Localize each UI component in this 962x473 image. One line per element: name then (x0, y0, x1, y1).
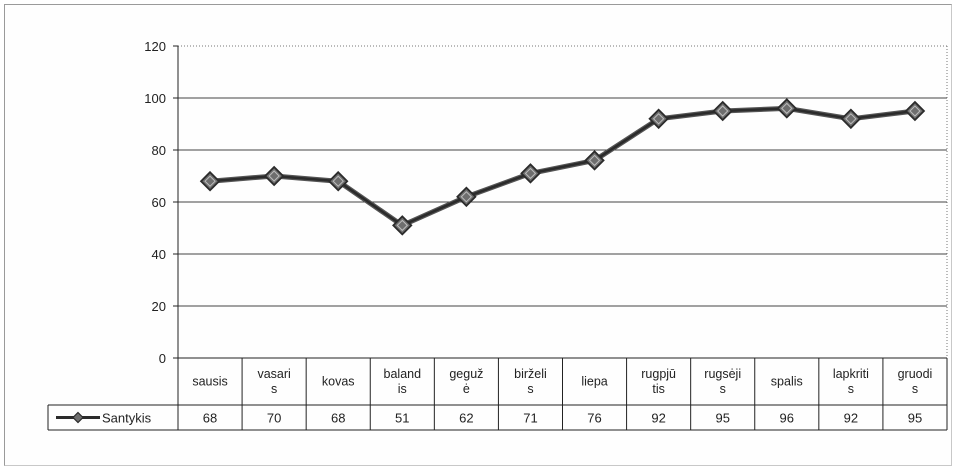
category-label: rugsėji (704, 367, 741, 381)
data-table-value: 51 (395, 411, 409, 426)
y-tick-label: 100 (144, 91, 166, 106)
data-point-marker-inner (717, 105, 729, 117)
category-label: spalis (771, 375, 803, 389)
data-point-marker (263, 165, 285, 187)
category-label: birželi (514, 367, 547, 381)
y-tick-label: 20 (152, 299, 166, 314)
data-table-value: 71 (523, 411, 537, 426)
data-point-marker-inner (652, 113, 665, 125)
data-table-value: 68 (203, 411, 217, 426)
data-point-marker-inner (268, 170, 280, 182)
series-line (209, 107, 916, 227)
y-tick-label: 60 (152, 195, 166, 210)
data-point-marker (584, 150, 605, 171)
category-label: ė (463, 382, 470, 396)
chart-frame (4, 4, 952, 466)
data-point-marker (520, 163, 541, 184)
data-point-marker (840, 108, 862, 130)
data-point-marker-inner (588, 154, 601, 167)
data-point-marker-inner (524, 167, 537, 180)
category-label: sausis (192, 375, 227, 389)
category-label: lapkriti (833, 367, 869, 381)
category-label: baland (384, 367, 422, 381)
category-label: rugpjū (641, 367, 676, 381)
data-table-value: 95 (715, 411, 729, 426)
data-point-marker-inner (845, 113, 857, 125)
category-label: vasari (257, 367, 290, 381)
y-tick-label: 80 (152, 143, 166, 158)
data-point-marker (648, 108, 669, 130)
data-point-marker-inner (781, 102, 793, 115)
data-point-marker-inner (204, 175, 216, 187)
category-label: gruodi (898, 367, 933, 381)
legend-label: Santykis (102, 411, 152, 426)
category-label: s (527, 382, 533, 396)
data-table-value: 92 (651, 411, 665, 426)
category-label: liepa (581, 375, 607, 389)
data-point-marker-inner (909, 105, 921, 117)
data-point-marker (456, 186, 477, 208)
data-point-marker (327, 170, 349, 192)
data-point-marker (712, 100, 733, 122)
category-label: is (398, 382, 407, 396)
data-table-value: 70 (267, 411, 281, 426)
data-point-marker (776, 98, 798, 119)
y-tick-label: 40 (152, 247, 166, 262)
data-table-value: 96 (780, 411, 794, 426)
data-point-marker (392, 215, 413, 236)
category-label: s (912, 382, 918, 396)
data-point-marker-inner (460, 191, 473, 203)
category-label: s (848, 382, 854, 396)
y-tick-label: 120 (144, 39, 166, 54)
data-table-value: 95 (908, 411, 922, 426)
data-table-value: 92 (844, 411, 858, 426)
category-label: s (720, 382, 726, 396)
category-label: geguž (449, 367, 483, 381)
category-label: tis (652, 382, 665, 396)
data-point-marker-inner (332, 175, 344, 187)
y-tick-label: 0 (159, 351, 166, 366)
data-point-marker (199, 170, 221, 192)
category-label: kovas (322, 375, 355, 389)
category-label: s (271, 382, 277, 396)
data-table-value: 76 (587, 411, 601, 426)
data-point-marker-inner (396, 219, 408, 232)
data-point-marker (904, 100, 926, 122)
data-table-value: 62 (459, 411, 473, 426)
legend-marker (72, 411, 84, 424)
data-table-value: 68 (331, 411, 345, 426)
